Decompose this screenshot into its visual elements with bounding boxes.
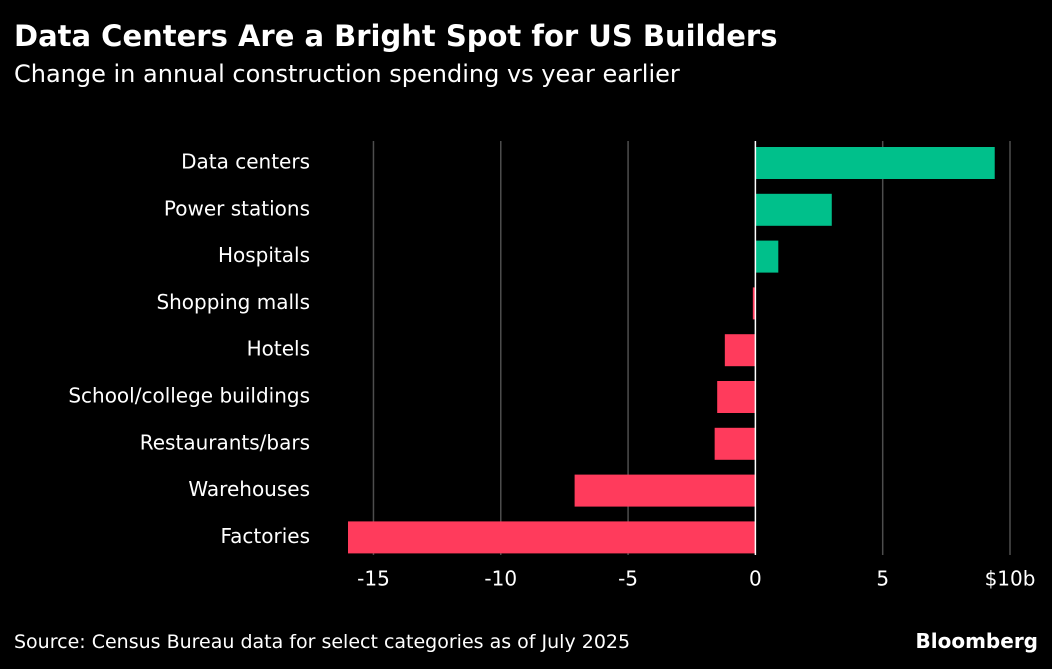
- chart-title: Data Centers Are a Bright Spot for US Bu…: [14, 19, 778, 53]
- category-label: Shopping malls: [156, 290, 310, 314]
- category-label: Power stations: [164, 196, 310, 220]
- chart-subtitle: Change in annual construction spending v…: [14, 60, 680, 88]
- bar-warehouses: [574, 474, 756, 507]
- bar-restaurants-bars: [714, 427, 756, 460]
- category-label: Restaurants/bars: [140, 430, 310, 454]
- bar-factories: [348, 521, 756, 554]
- x-tick-label: 5: [876, 567, 889, 591]
- category-label: Hospitals: [218, 243, 310, 267]
- category-labels: Data centers Power stations Hospitals Shopp…: [68, 150, 310, 548]
- source-note: Source: Census Bureau data for select ca…: [14, 631, 631, 653]
- bloomberg-logo: Bloomberg: [915, 629, 1038, 653]
- bar-power-stations: [755, 193, 832, 226]
- category-label: Hotels: [247, 337, 310, 361]
- category-label: School/college buildings: [68, 384, 310, 408]
- x-tick-label: 0: [749, 567, 762, 591]
- bars: [348, 147, 995, 554]
- x-tick-label: -10: [484, 567, 517, 591]
- x-axis-ticks: -15 -10 -5 0 5 $10b: [357, 567, 1035, 591]
- x-tick-label: $10b: [985, 567, 1036, 591]
- category-label: Factories: [220, 524, 310, 548]
- bar-hotels: [724, 334, 756, 367]
- x-tick-label: -15: [357, 567, 390, 591]
- bar-school-college-buildings: [717, 381, 756, 413]
- category-label: Warehouses: [188, 477, 310, 501]
- bar-hospitals: [755, 240, 779, 273]
- x-tick-label: -5: [618, 567, 638, 591]
- bar-shopping-malls: [752, 287, 756, 320]
- category-label: Data centers: [181, 150, 310, 174]
- bar-data-centers: [755, 147, 995, 179]
